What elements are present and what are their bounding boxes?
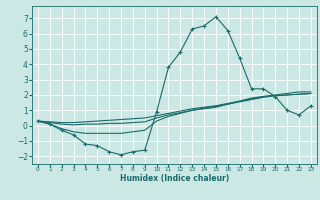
X-axis label: Humidex (Indice chaleur): Humidex (Indice chaleur) [120, 174, 229, 183]
